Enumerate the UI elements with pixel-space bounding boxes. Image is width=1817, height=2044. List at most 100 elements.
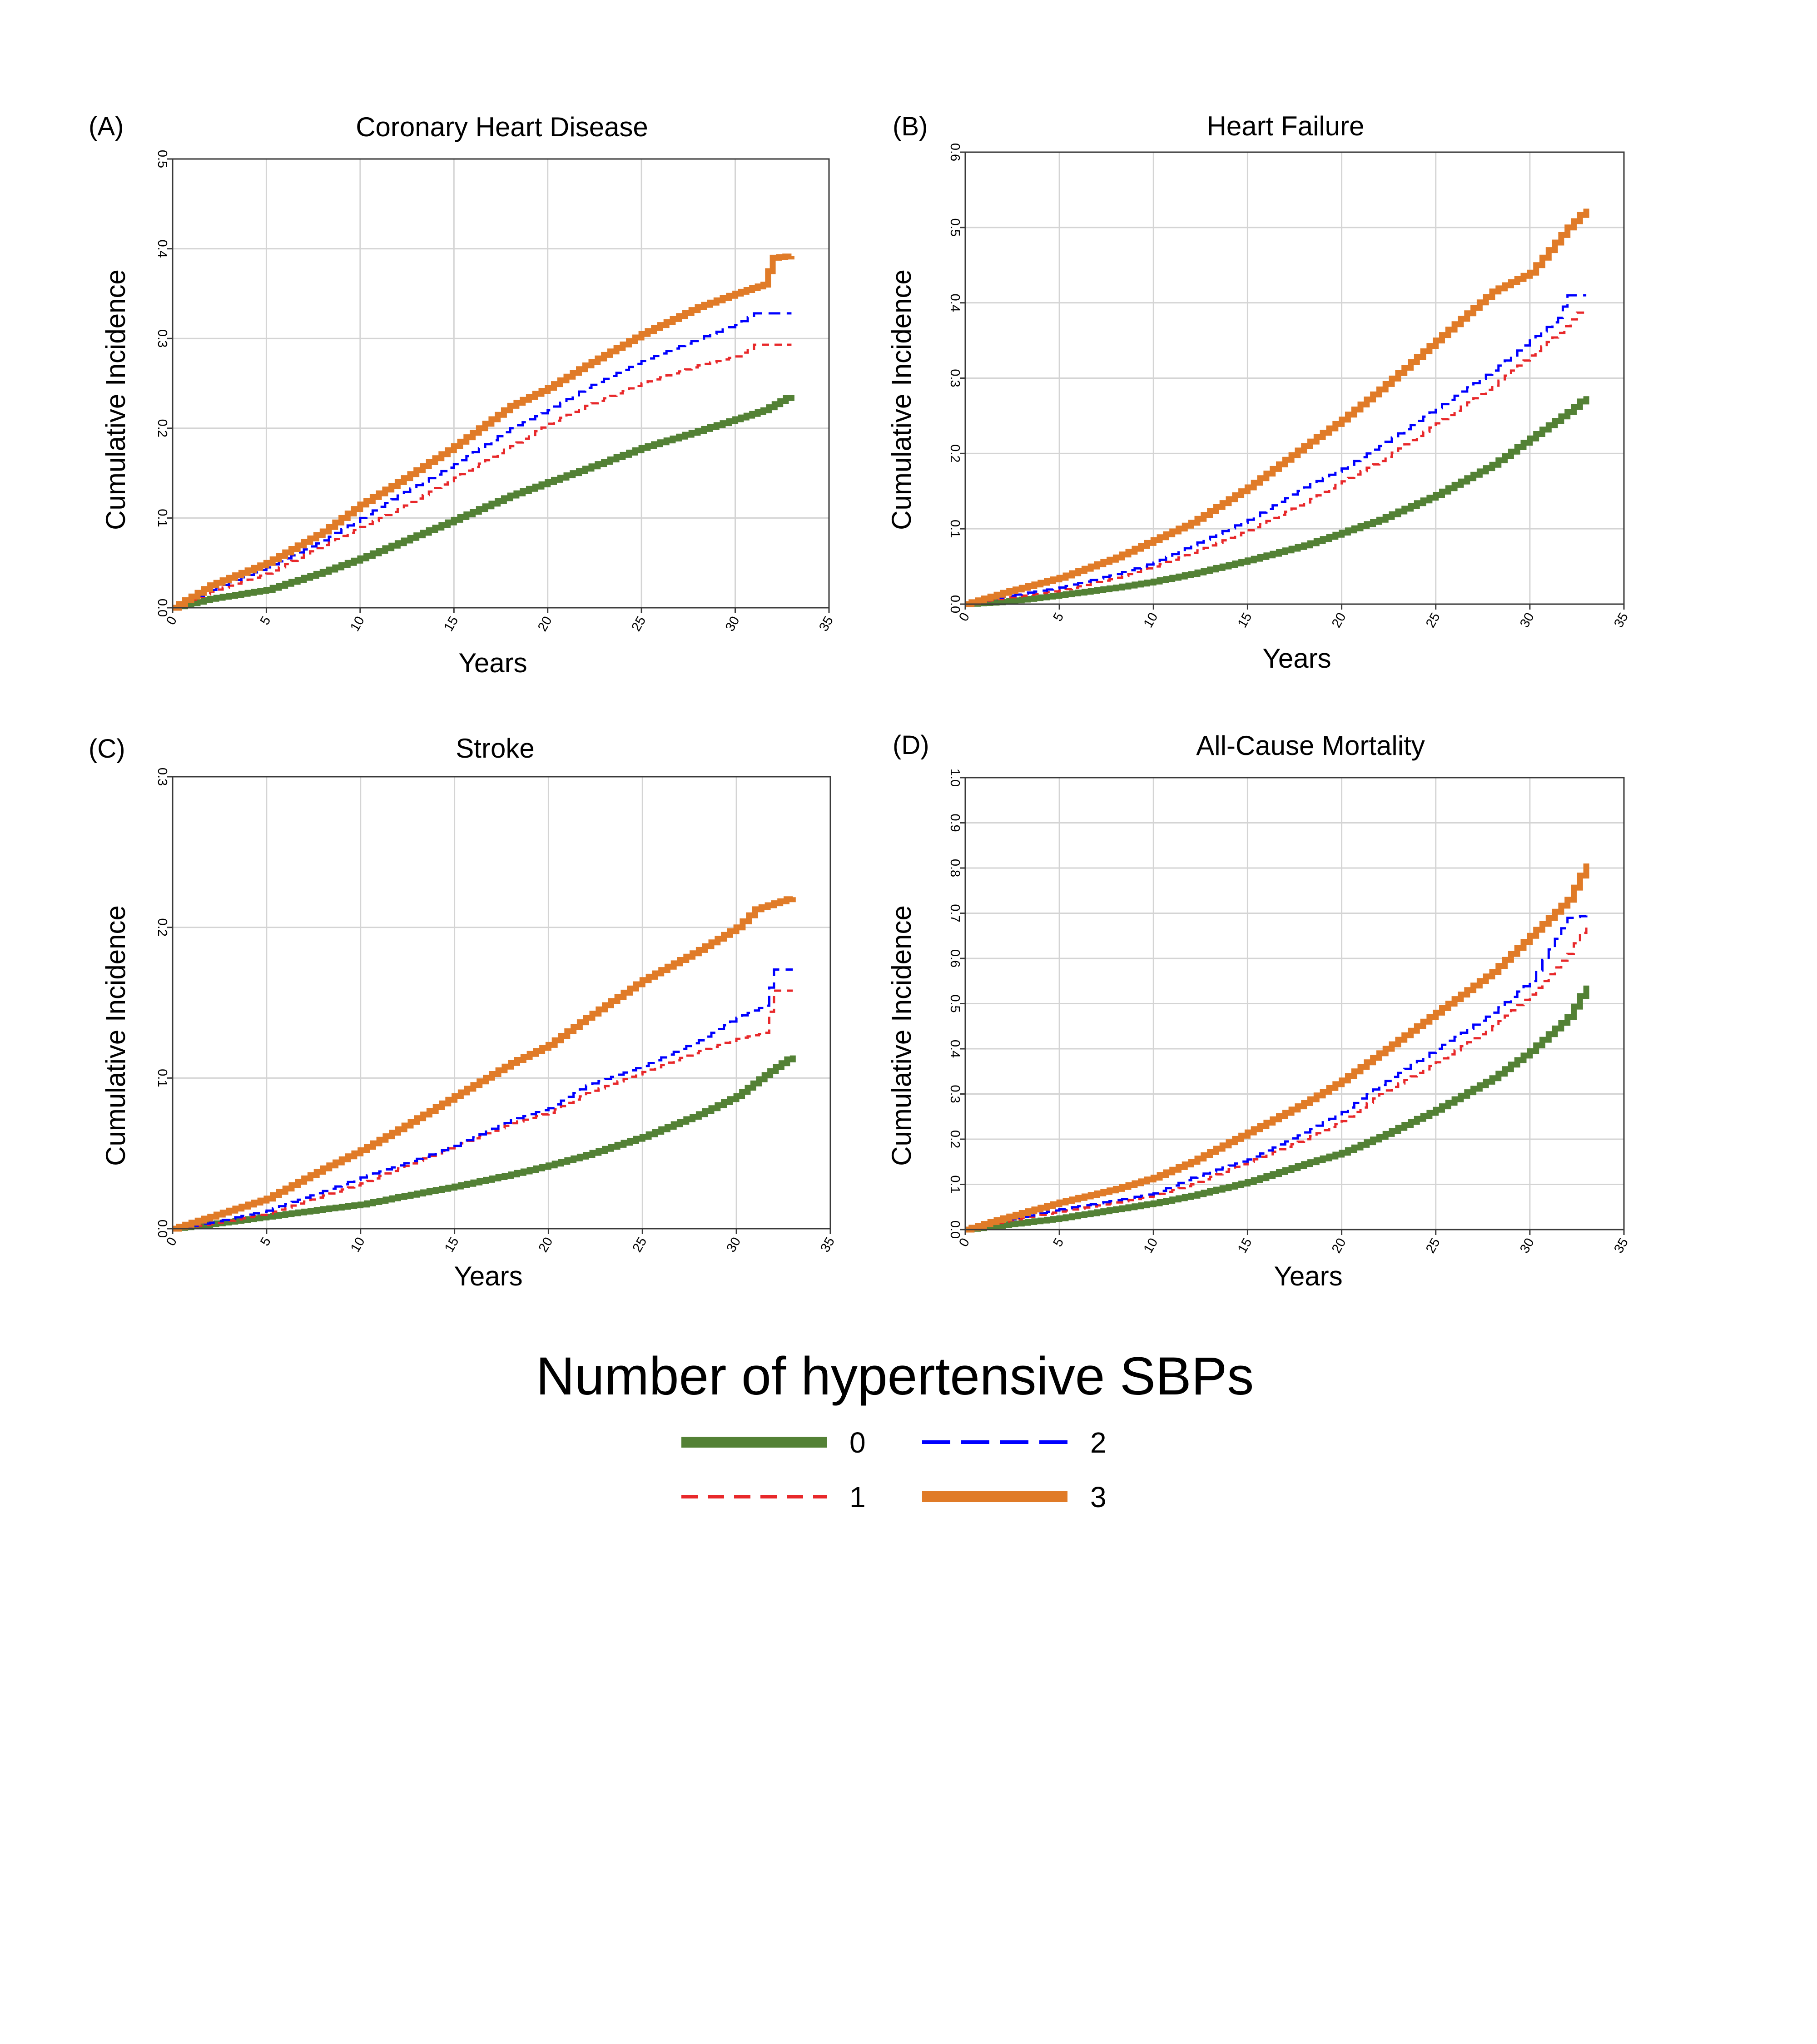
series-line-2 bbox=[965, 294, 1587, 605]
y-tick-label: 0.6 bbox=[948, 143, 962, 161]
x-tick-label: 35 bbox=[816, 614, 836, 634]
panel-coronary-heart-disease: (A) Coronary Heart Disease Cumulative In… bbox=[89, 112, 836, 678]
x-tick-label: 30 bbox=[1517, 610, 1537, 630]
y-axis-title: Cumulative Incidence bbox=[100, 269, 131, 530]
x-tick-label: 20 bbox=[535, 614, 555, 634]
x-tick-label: 5 bbox=[1050, 1236, 1067, 1250]
y-tick-label: 0.2 bbox=[948, 1130, 962, 1148]
series-line-3 bbox=[965, 208, 1589, 607]
series-line-1 bbox=[965, 922, 1588, 1231]
series-line-3 bbox=[965, 863, 1589, 1233]
x-tick-label: 30 bbox=[1517, 1236, 1537, 1256]
legend-label-3: 3 bbox=[1090, 1481, 1107, 1513]
x-axis-title: Years bbox=[1274, 1261, 1342, 1291]
y-tick-label: 0.0 bbox=[155, 1220, 169, 1238]
y-tick-label: 0.6 bbox=[948, 949, 962, 967]
y-tick-label: 0.3 bbox=[948, 1085, 962, 1103]
y-tick-label: 0.1 bbox=[155, 1069, 169, 1087]
y-tick-label: 0.5 bbox=[948, 994, 962, 1012]
x-tick-label: 10 bbox=[348, 614, 367, 634]
y-tick-label: 0.1 bbox=[948, 520, 962, 538]
y-tick-label: 0.8 bbox=[948, 859, 962, 877]
y-tick-label: 0.2 bbox=[155, 419, 169, 437]
x-tick-label: 35 bbox=[1611, 1236, 1631, 1256]
series-line-2 bbox=[173, 312, 792, 609]
x-axis-title: Years bbox=[458, 648, 527, 678]
x-tick-label: 15 bbox=[442, 1235, 462, 1255]
x-tick-label: 35 bbox=[818, 1235, 838, 1255]
x-tick-label: 25 bbox=[1423, 610, 1443, 630]
panel-letter: (C) bbox=[89, 734, 125, 764]
x-tick-label: 5 bbox=[258, 614, 274, 628]
x-tick-label: 15 bbox=[1235, 1236, 1255, 1256]
x-tick-label: 30 bbox=[723, 614, 743, 634]
panel-all-cause-mortality: (D) All-Cause Mortality Cumulative Incid… bbox=[886, 730, 1631, 1291]
panel-letter: (A) bbox=[89, 112, 124, 141]
x-tick-label: 25 bbox=[629, 614, 649, 634]
series-line-0 bbox=[965, 396, 1589, 607]
x-tick-label: 10 bbox=[1141, 610, 1161, 630]
x-tick-label: 15 bbox=[442, 614, 462, 634]
panel-letter: (D) bbox=[893, 730, 929, 760]
legend-title: Number of hypertensive SBPs bbox=[536, 1346, 1254, 1406]
y-tick-label: 0.0 bbox=[948, 595, 962, 613]
panel-title: All-Cause Mortality bbox=[1196, 730, 1425, 761]
x-tick-label: 10 bbox=[348, 1235, 368, 1255]
legend: Number of hypertensive SBPs 0 2 1 3 bbox=[536, 1346, 1254, 1513]
x-tick-label: 25 bbox=[630, 1235, 650, 1255]
series-line-1 bbox=[965, 311, 1587, 605]
y-tick-label: 0.3 bbox=[155, 768, 169, 786]
legend-label-0: 0 bbox=[849, 1426, 866, 1459]
series-line-0 bbox=[173, 1055, 796, 1232]
y-tick-label: 0.2 bbox=[948, 444, 962, 462]
y-tick-label: 0.0 bbox=[948, 1220, 962, 1239]
y-tick-label: 0.4 bbox=[948, 1040, 962, 1058]
legend-label-2: 2 bbox=[1090, 1426, 1107, 1459]
x-tick-label: 10 bbox=[1141, 1236, 1161, 1256]
panel-title: Coronary Heart Disease bbox=[356, 112, 648, 142]
y-tick-label: 0.4 bbox=[948, 294, 962, 312]
x-axis-title: Years bbox=[1262, 643, 1331, 674]
x-tick-label: 15 bbox=[1235, 610, 1255, 630]
y-tick-label: 0.2 bbox=[155, 918, 169, 937]
panel-title: Stroke bbox=[456, 733, 534, 764]
plot-border bbox=[172, 776, 831, 1230]
y-tick-label: 0.1 bbox=[948, 1175, 962, 1193]
y-tick-label: 0.0 bbox=[155, 599, 169, 617]
x-tick-label: 20 bbox=[1329, 610, 1349, 630]
x-tick-label: 30 bbox=[724, 1235, 744, 1255]
y-tick-label: 0.7 bbox=[948, 904, 962, 922]
y-tick-label: 1.0 bbox=[948, 769, 962, 787]
y-axis-title: Cumulative Incidence bbox=[100, 905, 131, 1166]
x-tick-label: 20 bbox=[536, 1235, 556, 1255]
series-line-3 bbox=[173, 896, 796, 1232]
series-line-2 bbox=[173, 968, 793, 1230]
x-tick-label: 20 bbox=[1329, 1236, 1349, 1256]
y-axis-title: Cumulative Incidence bbox=[886, 269, 917, 530]
y-tick-label: 0.5 bbox=[155, 150, 169, 168]
y-tick-label: 0.3 bbox=[948, 369, 962, 387]
series-line-0 bbox=[173, 395, 794, 611]
x-tick-label: 5 bbox=[1050, 610, 1067, 624]
plot-area bbox=[173, 777, 830, 1229]
series-line-3 bbox=[173, 253, 794, 611]
x-tick-label: 35 bbox=[1611, 610, 1631, 630]
series-line-1 bbox=[173, 989, 793, 1230]
legend-label-1: 1 bbox=[849, 1481, 866, 1513]
y-axis-title: Cumulative Incidence bbox=[886, 905, 917, 1166]
plot-area bbox=[173, 159, 829, 608]
y-tick-label: 0.1 bbox=[155, 509, 169, 527]
y-tick-label: 0.5 bbox=[948, 218, 962, 237]
panel-heart-failure: (B) Heart Failure Cumulative Incidence Y… bbox=[886, 111, 1631, 674]
y-tick-label: 0.3 bbox=[155, 329, 169, 347]
x-tick-label: 25 bbox=[1423, 1236, 1443, 1256]
series-line-2 bbox=[965, 915, 1588, 1231]
x-axis-title: Years bbox=[454, 1261, 522, 1291]
plot-border bbox=[172, 158, 830, 609]
series-line-0 bbox=[965, 985, 1589, 1233]
x-tick-label: 5 bbox=[258, 1235, 274, 1249]
y-tick-label: 0.9 bbox=[948, 814, 962, 832]
panel-letter: (B) bbox=[893, 112, 928, 141]
